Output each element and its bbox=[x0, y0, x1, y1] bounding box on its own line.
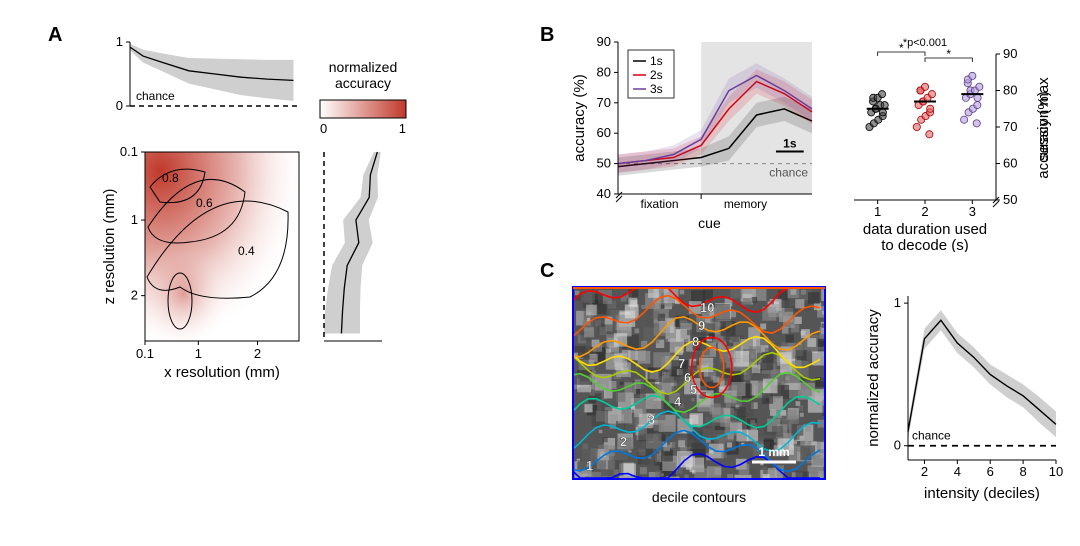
svg-text:1s: 1s bbox=[783, 136, 797, 150]
svg-text:2: 2 bbox=[921, 204, 928, 219]
svg-text:1s: 1s bbox=[650, 54, 663, 68]
svg-text:0: 0 bbox=[116, 98, 123, 113]
panel-b-strip-plot: *p<0.001**5060708090123session maxaccura… bbox=[836, 32, 1056, 252]
svg-text:normalized accuracy: normalized accuracy bbox=[865, 309, 882, 447]
svg-text:10: 10 bbox=[1049, 464, 1063, 479]
panel-label-b: B bbox=[540, 24, 554, 47]
svg-text:0: 0 bbox=[894, 438, 901, 453]
svg-text:4: 4 bbox=[674, 394, 682, 409]
svg-text:80: 80 bbox=[1003, 83, 1017, 98]
panel-label-a: A bbox=[48, 24, 62, 47]
svg-text:normalized: normalized bbox=[329, 59, 397, 75]
svg-text:2: 2 bbox=[131, 288, 138, 303]
svg-text:4: 4 bbox=[954, 464, 961, 479]
svg-text:chance: chance bbox=[136, 89, 175, 103]
svg-text:8: 8 bbox=[1019, 464, 1026, 479]
svg-text:3s: 3s bbox=[650, 82, 663, 96]
svg-text:8: 8 bbox=[692, 334, 699, 349]
svg-text:1 mm: 1 mm bbox=[758, 445, 789, 459]
svg-text:1: 1 bbox=[586, 458, 593, 473]
svg-text:90: 90 bbox=[597, 34, 611, 49]
svg-text:z resolution (mm): z resolution (mm) bbox=[101, 189, 118, 305]
panel-a-right-plot bbox=[318, 146, 388, 381]
svg-text:1: 1 bbox=[131, 212, 138, 227]
svg-text:6: 6 bbox=[684, 370, 691, 385]
svg-text:1: 1 bbox=[195, 346, 202, 361]
svg-text:accuracy: accuracy bbox=[335, 75, 391, 91]
svg-text:*: * bbox=[946, 47, 951, 61]
svg-text:2: 2 bbox=[620, 434, 627, 449]
panel-a-colorbar: normalizedaccuracy 0 1 bbox=[316, 56, 476, 146]
svg-text:0.8: 0.8 bbox=[162, 171, 179, 185]
svg-text:70: 70 bbox=[1003, 119, 1017, 134]
svg-text:*p<0.001: *p<0.001 bbox=[903, 37, 947, 49]
svg-text:1: 1 bbox=[399, 121, 406, 136]
svg-text:memory: memory bbox=[724, 197, 767, 211]
svg-text:2: 2 bbox=[921, 464, 928, 479]
svg-text:chance: chance bbox=[912, 429, 951, 443]
svg-text:accuracy (%): accuracy (%) bbox=[1035, 91, 1052, 179]
svg-text:40: 40 bbox=[597, 186, 611, 201]
svg-text:70: 70 bbox=[597, 95, 611, 110]
panel-label-c: C bbox=[540, 260, 554, 283]
svg-text:0.1: 0.1 bbox=[136, 346, 154, 361]
svg-text:50: 50 bbox=[597, 156, 611, 171]
svg-text:3: 3 bbox=[969, 204, 976, 219]
svg-text:50: 50 bbox=[1003, 192, 1017, 207]
svg-text:x resolution (mm): x resolution (mm) bbox=[164, 364, 280, 381]
panel-b-accuracy-lines: chance 40 50 60 70 80 90 accuracy (%) fixation me… bbox=[572, 32, 822, 242]
panel-a-heatmap: 0.8 0.6 0.4 0.1 1 2 0.1 1 2 x resolution (mm) z re… bbox=[100, 146, 305, 381]
svg-text:9: 9 bbox=[698, 318, 705, 333]
svg-text:0: 0 bbox=[320, 121, 327, 136]
svg-text:60: 60 bbox=[597, 125, 611, 140]
svg-text:intensity (deciles): intensity (deciles) bbox=[924, 485, 1040, 502]
svg-text:cue: cue bbox=[698, 215, 721, 231]
panel-c-intensity-plot: chance 0 1 2 4 6 8 10 intensity (deciles) normali… bbox=[864, 284, 1064, 504]
svg-text:accuracy (%): accuracy (%) bbox=[572, 74, 588, 162]
svg-text:10: 10 bbox=[700, 300, 714, 315]
svg-text:1: 1 bbox=[894, 295, 901, 310]
panel-c-contour-image: 123456789101 mmdecile contours bbox=[566, 280, 846, 520]
svg-text:90: 90 bbox=[1003, 46, 1017, 61]
svg-text:2s: 2s bbox=[650, 68, 663, 82]
svg-text:0.6: 0.6 bbox=[196, 196, 213, 210]
svg-text:*: * bbox=[899, 41, 904, 55]
svg-text:6: 6 bbox=[987, 464, 994, 479]
svg-text:80: 80 bbox=[597, 64, 611, 79]
svg-text:1: 1 bbox=[874, 204, 881, 219]
svg-text:0.4: 0.4 bbox=[238, 244, 255, 258]
svg-text:data duration used: data duration used bbox=[863, 221, 987, 238]
svg-text:3: 3 bbox=[648, 412, 655, 427]
svg-text:0.1: 0.1 bbox=[120, 146, 138, 159]
svg-text:to decode (s): to decode (s) bbox=[881, 237, 969, 252]
panel-a-top-plot: 0 1 chance bbox=[100, 36, 305, 124]
svg-text:fixation: fixation bbox=[641, 197, 679, 211]
svg-text:chance: chance bbox=[769, 166, 808, 180]
svg-text:60: 60 bbox=[1003, 156, 1017, 171]
svg-text:1: 1 bbox=[116, 36, 123, 49]
svg-text:decile contours: decile contours bbox=[652, 489, 746, 505]
svg-text:7: 7 bbox=[678, 356, 685, 371]
svg-text:2: 2 bbox=[254, 346, 261, 361]
